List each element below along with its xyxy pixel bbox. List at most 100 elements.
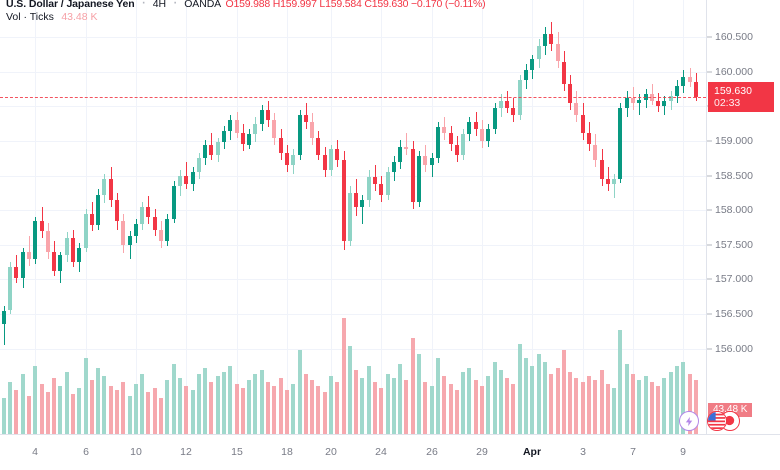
volume-bar <box>27 396 31 434</box>
chart-plot-area[interactable] <box>0 0 706 434</box>
grid-line-vertical <box>381 0 382 434</box>
candle-body <box>461 134 465 155</box>
volume-bar <box>505 378 509 434</box>
volume-bar <box>216 376 220 434</box>
candle-body <box>467 121 471 135</box>
volume-bar <box>115 390 119 434</box>
candle-body <box>581 114 585 133</box>
volume-bar <box>606 384 610 434</box>
volume-bar <box>354 370 358 434</box>
candle-body <box>436 127 440 159</box>
grid-line-horizontal <box>0 313 706 315</box>
candle-body <box>58 255 62 272</box>
time-axis[interactable]: 4 6 10 12 15 18 20 24 26 29 Apr 3 7 9 <box>0 434 780 470</box>
volume-bar <box>260 370 264 434</box>
volume-bar <box>14 390 18 434</box>
candle-body <box>27 251 31 259</box>
candle-body <box>354 192 358 207</box>
volume-bar <box>379 388 383 434</box>
candle-body <box>524 70 528 81</box>
grid-line-vertical <box>683 0 684 434</box>
candle-body <box>612 179 616 184</box>
candle-body <box>386 172 390 195</box>
candle-body <box>96 194 100 226</box>
price-tick-dash <box>707 209 712 211</box>
volume-bar <box>467 368 471 434</box>
candle-body <box>203 144 207 159</box>
candle-body <box>260 109 264 124</box>
currency-pair-flags[interactable] <box>707 410 740 432</box>
candle-body <box>656 100 660 107</box>
volume-bar <box>398 364 402 434</box>
volume-bar <box>581 382 585 434</box>
candle-body <box>84 213 88 249</box>
time-tick-label: 9 <box>680 446 686 458</box>
candle-body <box>537 45 541 60</box>
candle-body <box>316 137 320 155</box>
volume-bar <box>33 366 37 434</box>
candle-body <box>430 158 434 166</box>
price-axis[interactable]: 160.500160.000159.500159.000158.500158.0… <box>706 0 780 434</box>
current-price-value: 159.630 <box>714 85 752 98</box>
volume-bar <box>77 388 81 434</box>
candle-body <box>102 179 106 195</box>
volume-bar <box>342 318 346 434</box>
lightning-bolt-icon[interactable] <box>679 411 699 431</box>
candle-body <box>209 144 213 155</box>
candle-body <box>291 154 295 166</box>
candle-body <box>625 98 629 108</box>
price-tick-dash <box>707 140 712 142</box>
volume-bar <box>109 386 113 434</box>
candle-body <box>379 183 383 195</box>
volume-bar <box>480 386 484 434</box>
candle-body <box>367 177 371 200</box>
time-tick-label: 29 <box>476 446 488 458</box>
volume-bar <box>524 358 528 434</box>
grid-line-vertical <box>532 0 533 434</box>
candle-body <box>197 158 201 173</box>
volume-bar <box>266 382 270 434</box>
candle-body <box>298 114 302 155</box>
volume-bar <box>461 372 465 434</box>
volume-bar <box>574 378 578 434</box>
us-flag-icon[interactable] <box>707 410 727 431</box>
current-price-line <box>0 97 706 99</box>
time-tick-label: 7 <box>630 446 636 458</box>
volume-bar <box>367 366 371 434</box>
volume-bar <box>392 378 396 434</box>
volume-bar <box>304 374 308 434</box>
candle-body <box>404 146 408 150</box>
volume-bar <box>537 354 541 434</box>
grid-line-horizontal <box>0 106 706 108</box>
current-price-tag[interactable]: 159.630 02:33 <box>708 82 774 113</box>
price-tick-label: 156.000 <box>715 342 753 355</box>
volume-bar <box>543 362 547 434</box>
price-tick-dash <box>707 36 712 38</box>
candle-body <box>272 120 276 138</box>
volume-bar <box>40 384 44 434</box>
price-tick-label: 159.000 <box>715 135 753 148</box>
price-tick-label: 157.500 <box>715 238 753 251</box>
price-tick-label: 158.500 <box>715 169 753 182</box>
volume-bar <box>241 388 245 434</box>
volume-bar <box>121 382 125 434</box>
candle-body <box>65 237 69 256</box>
candle-body <box>266 109 270 121</box>
volume-bar <box>279 378 283 434</box>
volume-bar <box>449 384 453 434</box>
candle-wick <box>432 153 433 177</box>
volume-bar <box>644 376 648 434</box>
candle-body <box>172 186 176 219</box>
time-tick-label: 24 <box>375 446 387 458</box>
volume-bar <box>191 390 195 434</box>
grid-line-vertical <box>633 0 634 434</box>
volume-bar <box>329 376 333 434</box>
candle-body <box>694 82 698 98</box>
volume-bar <box>134 384 138 434</box>
grid-layer <box>0 0 706 434</box>
candle-body <box>228 120 232 131</box>
candle-body <box>140 206 144 225</box>
volume-bar <box>153 388 157 434</box>
candle-body <box>587 132 591 145</box>
